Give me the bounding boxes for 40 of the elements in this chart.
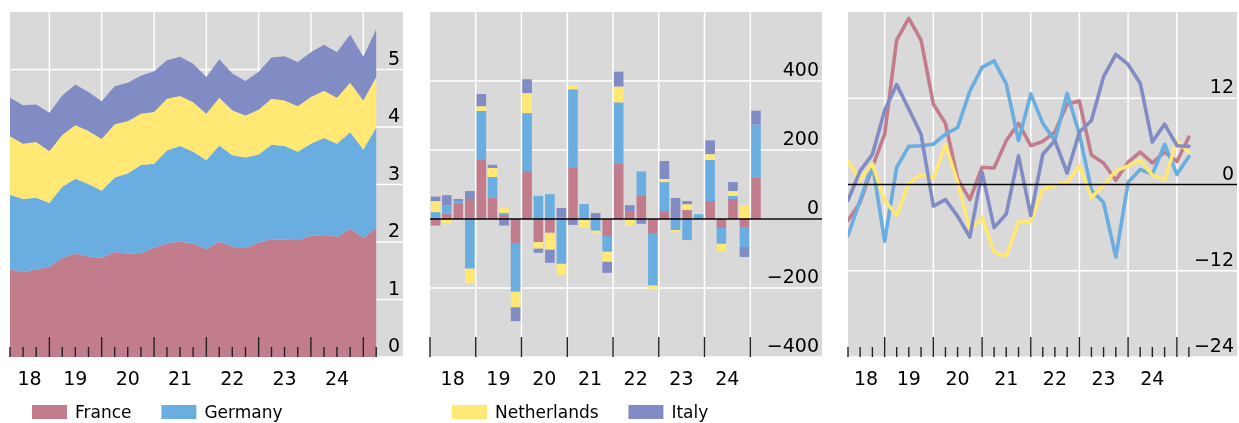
x-tick-label: 22 [1042, 367, 1067, 389]
x-tick-label: 19 [63, 367, 88, 389]
y-tick-label: 2 [387, 219, 400, 241]
x-tick-label: 18 [854, 367, 879, 389]
y-tick-label: 3 [387, 161, 400, 184]
legend-label: France [75, 402, 132, 422]
x-tick-label: 18 [17, 367, 42, 389]
y-tick-label: 0 [806, 196, 819, 218]
x-tick-label: 19 [486, 367, 511, 389]
x-tick-label: 22 [220, 367, 245, 389]
legend-label: Germany [204, 402, 283, 422]
legend-label: Netherlands [495, 402, 599, 422]
y-tick-label: 200 [782, 127, 819, 149]
y-tick-label: −12 [1193, 247, 1234, 270]
x-tick-label: 18 [440, 367, 465, 389]
y-tick-label: −400 [766, 334, 819, 356]
legend-label: Italy [671, 402, 709, 422]
x-tick-label: 20 [945, 367, 970, 389]
y-tick-label: 0 [1221, 161, 1234, 184]
y-tick-label: 4 [387, 104, 400, 126]
y-tick-label: −24 [1193, 334, 1234, 356]
x-tick-label: 19 [896, 367, 921, 389]
x-tick-label: 23 [1091, 367, 1116, 389]
x-tick-label: 22 [623, 367, 648, 389]
y-tick-label: 1 [387, 276, 400, 299]
x-tick-label: 24 [324, 367, 350, 389]
x-tick-label: 21 [577, 367, 603, 389]
x-tick-label: 20 [115, 367, 140, 389]
y-tick-label: 12 [1209, 75, 1234, 98]
x-tick-label: 23 [272, 367, 297, 389]
y-tick-label: 400 [782, 58, 819, 80]
x-tick-label: 21 [994, 367, 1019, 389]
x-tick-label: 24 [1140, 367, 1165, 389]
y-tick-label: 0 [387, 334, 400, 356]
y-tick-label: 5 [387, 46, 400, 69]
y-tick-label: −200 [766, 265, 819, 287]
x-tick-label: 20 [532, 367, 557, 389]
x-tick-label: 21 [167, 367, 193, 389]
x-tick-label: 23 [669, 367, 694, 389]
x-tick-label: 24 [715, 367, 740, 389]
